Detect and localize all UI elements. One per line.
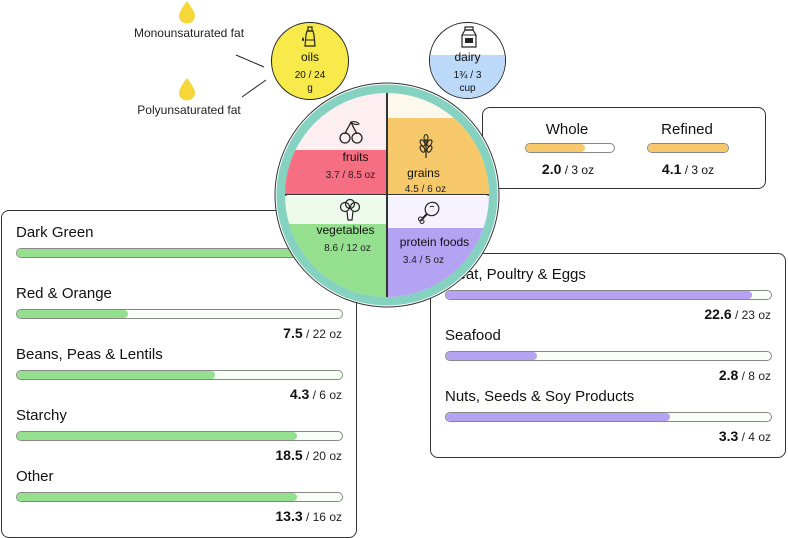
oils-amount: 20 / 24 (294, 70, 326, 81)
monounsaturated-drop-icon (179, 1, 195, 24)
protein-label: protein foods (399, 235, 470, 249)
protein-row-bar (445, 412, 772, 422)
plate-fruits-section[interactable]: fruits 3.7 / 8.5 oz (285, 93, 386, 194)
vegetable-row-bar-fill (17, 493, 297, 501)
protein-row-label: Nuts, Seeds & Soy Products (445, 388, 635, 405)
plate-vegetables-section[interactable]: vegetables 8.6 / 12 oz (285, 196, 386, 297)
grains-whole-bar (525, 143, 615, 153)
vegetable-row-label: Dark Green (16, 224, 94, 241)
oils-unit: g (307, 83, 313, 94)
protein-detail-panel: Meat, Poultry & Eggs 22.6 / 23 oz Seafood 2… (430, 253, 786, 458)
dairy-level-fill (430, 54, 505, 98)
dairy-amount: 1¾ / 3 (453, 70, 482, 81)
milk-carton-icon (461, 26, 477, 48)
oil-bottle-icon (302, 26, 316, 47)
vegetables-label: vegetables (316, 223, 375, 237)
vegetable-row-value: 7.5 / 22 oz (283, 325, 342, 341)
grains-amount: 4.5 / 6 oz (404, 184, 447, 194)
vegetable-row-bar (16, 309, 343, 319)
protein-amount: 3.4 / 5 oz (402, 255, 445, 266)
monounsaturated-fat-label: Monounsaturated fat (133, 26, 245, 40)
grains-refined-value: 4.1 / 3 oz (661, 161, 715, 177)
plate-vertical-divider (386, 93, 388, 297)
plate-horizontal-divider (285, 194, 489, 195)
protein-row-bar-fill (446, 413, 671, 421)
vegetable-row-label: Other (16, 468, 54, 485)
vegetable-row-bar (16, 431, 343, 441)
vegetable-row-value: 4.3 / 6 oz (289, 386, 342, 402)
dairy-bubble[interactable]: dairy 1¾ / 3 cup (429, 22, 506, 99)
fruits-amount: 3.7 / 8.5 oz (325, 170, 376, 181)
protein-row-value: 3.3 / 4 oz (718, 428, 771, 444)
grains-whole-value: 2.0 / 3 oz (541, 161, 595, 177)
vegetable-row-bar-fill (17, 432, 297, 440)
fruits-label: fruits (342, 150, 369, 164)
plate-grains-section[interactable]: grains 4.5 / 6 oz (388, 93, 489, 194)
protein-row-value: 22.6 / 23 oz (704, 306, 771, 322)
protein-row-label: Seafood (445, 327, 501, 344)
vegetable-row-bar (16, 492, 343, 502)
fat-connector-lines (235, 54, 267, 98)
protein-row-bar-fill (446, 352, 537, 360)
vegetable-row-value: 18.5 / 20 oz (275, 447, 342, 463)
protein-row-bar-fill (446, 291, 752, 299)
protein-row-value: 2.8 / 8 oz (718, 367, 771, 383)
plate-protein-section[interactable]: protein foods 3.4 / 5 oz (388, 196, 489, 297)
polyunsaturated-fat-label: Polyunsaturated fat (137, 103, 241, 117)
vegetable-row-label: Starchy (16, 407, 67, 424)
dairy-unit: cup (459, 83, 476, 94)
protein-row-bar (445, 351, 772, 361)
plate: fruits 3.7 / 8.5 oz grains 4.5 / 6 oz (272, 80, 502, 310)
wheat-icon (419, 133, 433, 158)
vegetables-amount: 8.6 / 12 oz (324, 243, 371, 254)
vegetable-row-label: Red & Orange (16, 285, 112, 302)
vegetable-row-bar (16, 370, 343, 380)
vegetable-row-bar-fill (17, 310, 128, 318)
vegetable-row-bar-fill (17, 371, 216, 379)
oils-label: oils (300, 50, 319, 64)
grains-detail-panel: Whole 2.0 / 3 oz Refined 4.1 / 3 oz (482, 107, 766, 189)
oils-bubble[interactable]: oils 20 / 24 g (271, 22, 349, 100)
dairy-label: dairy (454, 50, 481, 64)
drumstick-icon (417, 201, 440, 225)
grains-label: grains (407, 166, 440, 180)
grains-refined-label: Refined (661, 121, 713, 138)
vegetable-row-value: 13.3 / 16 oz (275, 508, 342, 524)
grains-refined-bar (647, 143, 729, 153)
grains-whole-label: Whole (545, 121, 589, 138)
broccoli-icon (339, 198, 361, 221)
vegetable-row-label: Beans, Peas & Lentils (16, 346, 163, 363)
cherries-icon (339, 121, 363, 144)
vegetable-row-bar-fill (17, 249, 342, 257)
polyunsaturated-drop-icon (179, 78, 195, 101)
